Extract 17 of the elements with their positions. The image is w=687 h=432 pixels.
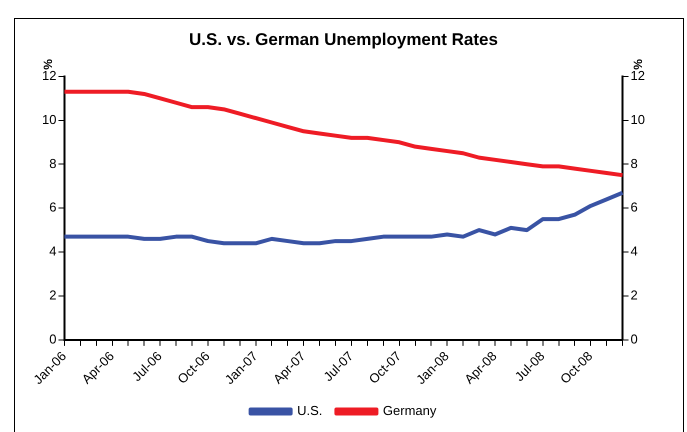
legend-label: U.S. <box>297 403 322 418</box>
y2-tick-label: 10 <box>630 112 646 127</box>
chart-title: U.S. vs. German Unemployment Rates <box>189 30 498 49</box>
y-tick-label: 0 <box>49 331 56 346</box>
y2-tick-label: 0 <box>630 331 638 346</box>
y2-tick-label: 4 <box>630 244 638 259</box>
y2-tick-label: 2 <box>630 288 638 303</box>
y-tick-label: 8 <box>49 156 56 171</box>
y-tick-label: 4 <box>49 244 56 259</box>
y-tick-label: 10 <box>42 112 56 127</box>
y-axis-title: % <box>40 58 55 70</box>
y-tick-label: 2 <box>49 288 56 303</box>
y2-tick-label: 6 <box>630 200 638 215</box>
y2-axis-title: % <box>630 58 645 70</box>
y2-tick-label: 8 <box>630 156 638 171</box>
y-tick-label: 6 <box>49 200 56 215</box>
legend-label: Germany <box>382 403 437 418</box>
